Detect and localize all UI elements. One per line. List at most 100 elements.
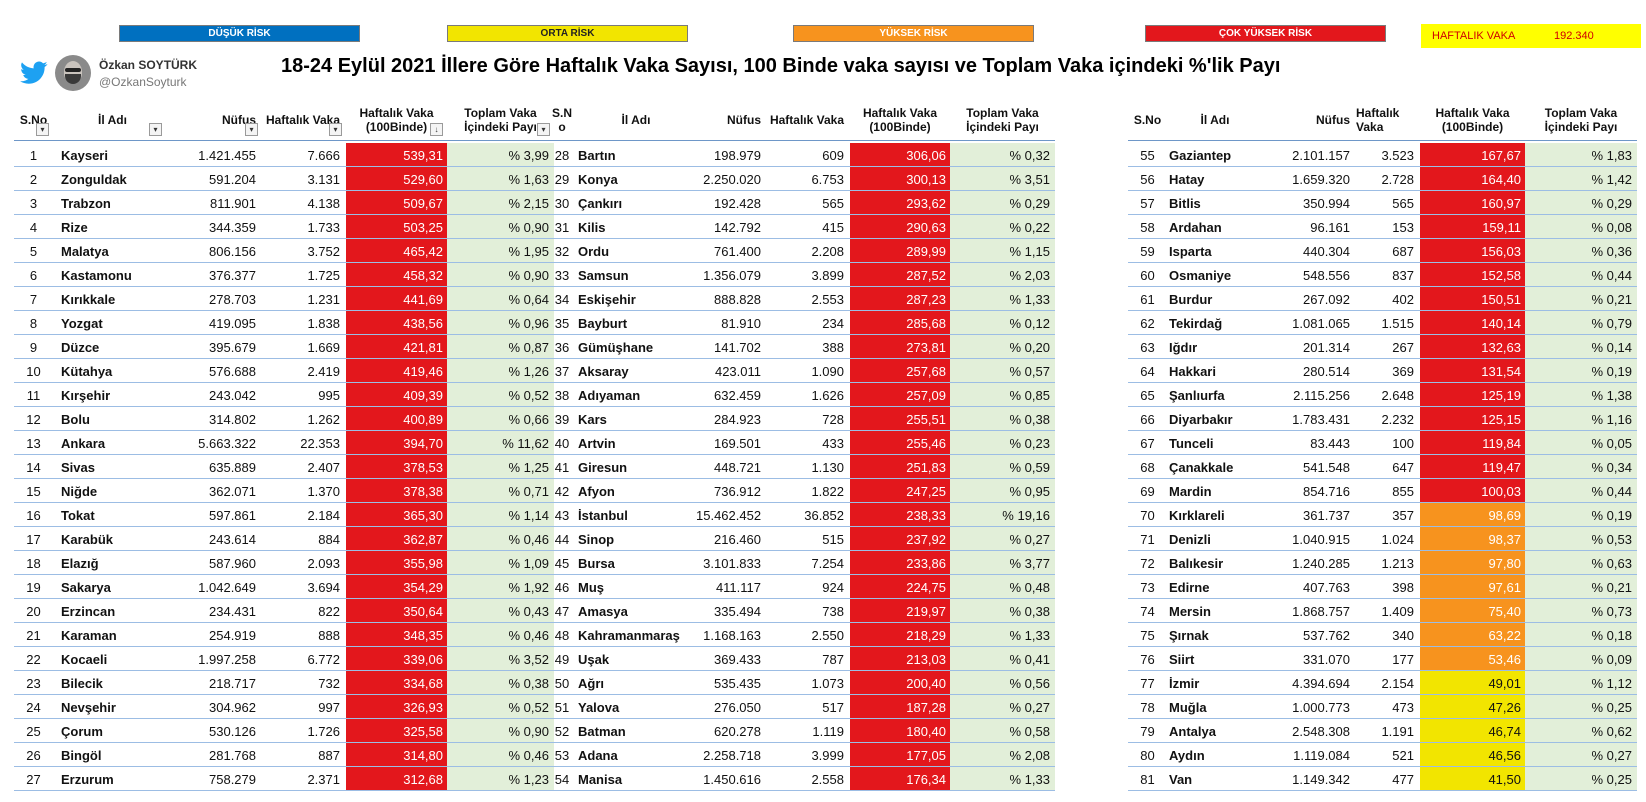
cases-per-100k: 97,80 bbox=[1420, 551, 1525, 574]
total-share: % 0,87 bbox=[447, 335, 554, 358]
filter-dropdown-icon[interactable]: ▾ bbox=[537, 123, 550, 136]
province-name: Artvin bbox=[578, 436, 616, 451]
cases-per-100k: 125,19 bbox=[1420, 383, 1525, 406]
weekly-cases: 36.852 bbox=[804, 508, 844, 523]
province-name: Van bbox=[1169, 772, 1193, 787]
total-share: % 0,64 bbox=[447, 287, 554, 310]
province-name: Bitlis bbox=[1169, 196, 1201, 211]
table-row: 64 Hakkari 280.514 369 131,54% 0,19 bbox=[1128, 359, 1637, 383]
row-number: 50 bbox=[554, 676, 570, 691]
population: 407.763 bbox=[1303, 580, 1350, 595]
total-share: % 0,46 bbox=[447, 527, 554, 550]
header-province-name: İl Adı bbox=[98, 113, 127, 127]
province-table-2: S.N o İl Adı Nüfus Haftalık Vaka Haftalık Va… bbox=[550, 100, 1055, 791]
population: 597.861 bbox=[209, 508, 256, 523]
weekly-cases: 887 bbox=[318, 748, 340, 763]
total-share: % 0,05 bbox=[1525, 431, 1637, 454]
weekly-cases: 1.213 bbox=[1381, 556, 1414, 571]
table-row: 43 İstanbul 15.462.452 36.852 238,33% 19,16 bbox=[550, 503, 1055, 527]
weekly-cases: 1.191 bbox=[1381, 724, 1414, 739]
row-number: 2 bbox=[29, 172, 38, 187]
filter-dropdown-icon[interactable]: ▾ bbox=[36, 123, 49, 136]
filter-dropdown-icon[interactable]: ▾ bbox=[149, 123, 162, 136]
row-number: 9 bbox=[29, 340, 38, 355]
total-share: % 0,90 bbox=[447, 215, 554, 238]
cases-per-100k: 47,26 bbox=[1420, 695, 1525, 718]
province-name: Karaman bbox=[61, 628, 117, 643]
cases-per-100k: 131,54 bbox=[1420, 359, 1525, 382]
province-name: Diyarbakır bbox=[1169, 412, 1233, 427]
row-number: 19 bbox=[26, 580, 41, 595]
population: 811.901 bbox=[209, 196, 256, 211]
cases-per-100k: 350,64 bbox=[346, 599, 447, 622]
province-name: Kilis bbox=[578, 220, 606, 235]
population: 278.703 bbox=[209, 292, 256, 307]
sort-descending-icon[interactable]: ↓ bbox=[430, 123, 443, 136]
cases-per-100k: 509,67 bbox=[346, 191, 447, 214]
total-share: % 1,23 bbox=[447, 767, 554, 790]
total-share: % 0,85 bbox=[950, 383, 1055, 406]
province-name: Tekirdağ bbox=[1169, 316, 1223, 331]
total-share: % 0,14 bbox=[1525, 335, 1637, 358]
population: 281.768 bbox=[209, 748, 256, 763]
total-share: % 0,41 bbox=[950, 647, 1055, 670]
weekly-cases: 4.138 bbox=[307, 196, 340, 211]
legend-very-high-risk: ÇOK YÜKSEK RİSK bbox=[1145, 25, 1386, 42]
total-share: % 0,29 bbox=[950, 191, 1055, 214]
population: 736.912 bbox=[714, 484, 761, 499]
weekly-cases: 357 bbox=[1392, 508, 1414, 523]
total-share: % 1,83 bbox=[1525, 143, 1637, 166]
table-row: 49 Uşak 369.433 787 213,03% 0,41 bbox=[550, 647, 1055, 671]
row-number: 4 bbox=[29, 220, 38, 235]
population: 335.494 bbox=[714, 604, 761, 619]
table-row: 72 Balıkesir 1.240.285 1.213 97,80% 0,63 bbox=[1128, 551, 1637, 575]
row-number: 60 bbox=[1140, 268, 1155, 283]
cases-per-100k: 257,09 bbox=[850, 383, 950, 406]
population: 440.304 bbox=[1303, 244, 1350, 259]
population: 362.071 bbox=[209, 484, 256, 499]
population: 535.435 bbox=[714, 676, 761, 691]
cases-per-100k: 98,37 bbox=[1420, 527, 1525, 550]
weekly-cases: 997 bbox=[318, 700, 340, 715]
header-weekly-cases: Haftalık Vaka bbox=[265, 113, 340, 127]
table-row: 74 Mersin 1.868.757 1.409 75,40% 0,73 bbox=[1128, 599, 1637, 623]
weekly-cases: 647 bbox=[1392, 460, 1414, 475]
cases-per-100k: 314,80 bbox=[346, 743, 447, 766]
header-sno: S.No bbox=[1133, 113, 1162, 127]
weekly-cases: 609 bbox=[822, 148, 844, 163]
table-row: 73 Edirne 407.763 398 97,61% 0,21 bbox=[1128, 575, 1637, 599]
weekly-cases: 2.093 bbox=[307, 556, 340, 571]
table-row: 7 Kırıkkale 278.703 1.231 441,69% 0,64 bbox=[14, 287, 554, 311]
row-number: 61 bbox=[1140, 292, 1155, 307]
province-name: Osmaniye bbox=[1169, 268, 1232, 283]
header-population: Nüfus bbox=[727, 113, 761, 127]
table-row: 16 Tokat 597.861 2.184 365,30% 1,14 bbox=[14, 503, 554, 527]
total-share: % 0,90 bbox=[447, 263, 554, 286]
cases-per-100k: 289,99 bbox=[850, 239, 950, 262]
row-number: 63 bbox=[1140, 340, 1155, 355]
row-number: 32 bbox=[554, 244, 570, 259]
row-number: 79 bbox=[1140, 724, 1155, 739]
population: 2.258.718 bbox=[703, 748, 761, 763]
cases-per-100k: 247,25 bbox=[850, 479, 950, 502]
population: 1.119.084 bbox=[1293, 748, 1350, 763]
weekly-cases: 687 bbox=[1392, 244, 1414, 259]
weekly-total-label: HAFTALIK VAKA bbox=[1432, 30, 1516, 42]
total-share: % 0,52 bbox=[447, 695, 554, 718]
population: 1.149.342 bbox=[1292, 772, 1350, 787]
table-row: 58 Ardahan 96.161 153 159,11% 0,08 bbox=[1128, 215, 1637, 239]
population: 530.126 bbox=[209, 724, 256, 739]
row-number: 69 bbox=[1140, 484, 1155, 499]
table-row: 60 Osmaniye 548.556 837 152,58% 0,44 bbox=[1128, 263, 1637, 287]
province-name: Aydın bbox=[1169, 748, 1205, 763]
weekly-cases: 267 bbox=[1392, 340, 1414, 355]
cases-per-100k: 150,51 bbox=[1420, 287, 1525, 310]
row-number: 24 bbox=[26, 700, 41, 715]
weekly-cases: 340 bbox=[1392, 628, 1414, 643]
filter-dropdown-icon[interactable]: ▾ bbox=[245, 123, 258, 136]
population: 419.095 bbox=[209, 316, 256, 331]
table-row: 63 Iğdır 201.314 267 132,63% 0,14 bbox=[1128, 335, 1637, 359]
row-number: 55 bbox=[1140, 148, 1155, 163]
table-row: 32 Ordu 761.400 2.208 289,99% 1,15 bbox=[550, 239, 1055, 263]
filter-dropdown-icon[interactable]: ▾ bbox=[329, 123, 342, 136]
